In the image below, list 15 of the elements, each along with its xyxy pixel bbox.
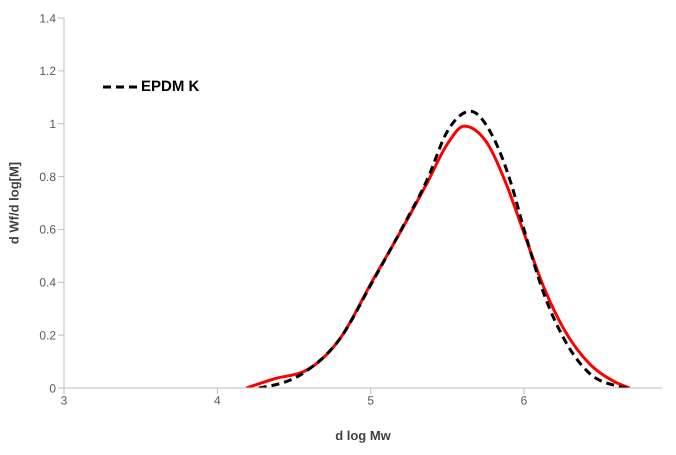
y-tick-label: 1.4 (39, 11, 56, 26)
y-tick-label: 1 (49, 116, 56, 131)
x-axis-title: d log Mw (335, 428, 392, 443)
y-tick-label: 1.2 (39, 64, 56, 78)
y-tick-label: 0 (49, 381, 56, 396)
x-tick-label: 5 (367, 394, 374, 408)
legend-label: EPDM K (141, 78, 200, 95)
y-tick-label: 0.4 (39, 276, 56, 290)
x-tick-label: 6 (520, 394, 528, 408)
x-tick-label: 4 (214, 394, 221, 408)
y-tick-label: 0.2 (39, 328, 56, 342)
x-tick-label: 3 (60, 394, 68, 408)
y-axis-title: d Wf/d log[M] (6, 162, 22, 244)
y-tick-label: 0.8 (39, 170, 56, 184)
y-tick-label: 0.6 (39, 222, 56, 237)
